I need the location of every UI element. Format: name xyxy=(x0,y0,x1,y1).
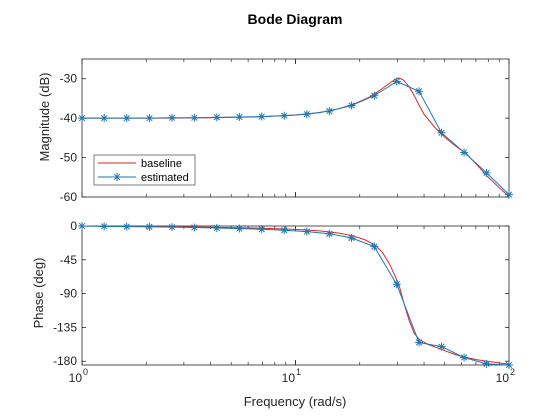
phase-series-estimated-point xyxy=(280,226,289,235)
phase-ytick-label: -135 xyxy=(53,320,77,334)
magnitude-series-estimated-point xyxy=(505,190,513,199)
magnitude-series-estimated-point xyxy=(325,107,334,116)
x-tick-label-100: 10 2 xyxy=(496,367,515,385)
phase-series-estimated-point xyxy=(168,223,177,232)
magnitude-ytick-label: -30 xyxy=(60,72,78,86)
phase-series-estimated-point xyxy=(122,222,131,231)
svg-text:1: 1 xyxy=(296,367,301,377)
phase-panel: -180 -135 -90 -45 0 xyxy=(53,219,513,369)
svg-text:10: 10 xyxy=(69,371,83,385)
phase-series-estimated-point xyxy=(257,225,266,234)
phase-series-estimated-point xyxy=(370,242,379,251)
magnitude-series-estimated-point xyxy=(347,101,356,110)
magnitude-series-estimated-point xyxy=(145,114,154,123)
magnitude-ytick-label: -60 xyxy=(60,190,78,204)
x-tick-label-1: 10 0 xyxy=(69,367,88,385)
magnitude-series-estimated-point xyxy=(392,77,401,86)
phase-series-estimated-point xyxy=(190,223,199,232)
phase-series-estimated-point xyxy=(212,224,221,233)
legend: baseline estimated xyxy=(93,154,196,186)
phase-plot-area xyxy=(78,222,513,369)
phase-series-estimated-point xyxy=(302,227,311,236)
magnitude-ytick-label: -40 xyxy=(60,111,78,125)
magnitude-series-estimated-point xyxy=(460,148,469,157)
legend-estimated-label: estimated xyxy=(141,172,189,184)
figure-title: Bode Diagram xyxy=(248,11,343,27)
phase-ytick-label: 0 xyxy=(70,219,77,233)
phase-ytick-label: -45 xyxy=(60,253,78,267)
magnitude-series-estimated-point xyxy=(257,112,266,121)
magnitude-series-estimated-point xyxy=(122,114,131,123)
phase-series-estimated-point xyxy=(505,361,513,369)
legend-box xyxy=(93,154,196,186)
phase-series-estimated-point xyxy=(415,338,424,347)
magnitude-series-estimated-point xyxy=(415,87,424,96)
phase-series-estimated-point xyxy=(460,353,469,362)
magnitude-series-estimated-point xyxy=(212,113,221,122)
magnitude-series-estimated-point xyxy=(100,114,109,123)
magnitude-series-estimated-point xyxy=(370,91,379,100)
magnitude-ylabel: Magnitude (dB) xyxy=(37,73,52,162)
phase-axes-box xyxy=(81,225,510,366)
x-axis-label: Frequency (rad/s) xyxy=(244,394,347,409)
magnitude-series-estimated-point xyxy=(302,110,311,119)
phase-series-estimated-point xyxy=(78,222,86,230)
x-tick-label-10: 10 1 xyxy=(282,367,301,385)
magnitude-ytick-label: -50 xyxy=(60,151,78,165)
svg-text:2: 2 xyxy=(510,367,515,377)
legend-estimated-marker xyxy=(113,173,121,181)
magnitude-series-estimated-point xyxy=(168,113,177,122)
phase-series-estimated-point xyxy=(325,229,334,238)
svg-text:10: 10 xyxy=(282,371,296,385)
phase-series-estimated-point xyxy=(145,222,154,231)
magnitude-series-estimated-point xyxy=(437,128,446,137)
phase-series-estimated-point xyxy=(100,222,109,231)
phase-series-estimated-point xyxy=(235,224,244,233)
legend-baseline-label: baseline xyxy=(141,158,182,170)
svg-text:0: 0 xyxy=(83,367,88,377)
phase-ylabel: Phase (deg) xyxy=(31,258,46,329)
svg-text:10: 10 xyxy=(496,371,510,385)
phase-series-estimated-point xyxy=(437,342,446,351)
phase-series-estimated-point xyxy=(392,280,401,289)
magnitude-plot-area xyxy=(78,77,513,199)
phase-ytick-label: -90 xyxy=(60,287,78,301)
magnitude-series-estimated-point xyxy=(482,168,491,177)
magnitude-series-estimated-point xyxy=(280,111,289,120)
phase-series-estimated-point xyxy=(347,233,356,242)
phase-series-estimated-point xyxy=(482,359,491,368)
magnitude-series-estimated-point xyxy=(235,112,244,121)
magnitude-series-estimated-point xyxy=(190,113,199,122)
magnitude-series-estimated-point xyxy=(78,114,86,123)
phase-ytick-label: -180 xyxy=(53,354,77,368)
